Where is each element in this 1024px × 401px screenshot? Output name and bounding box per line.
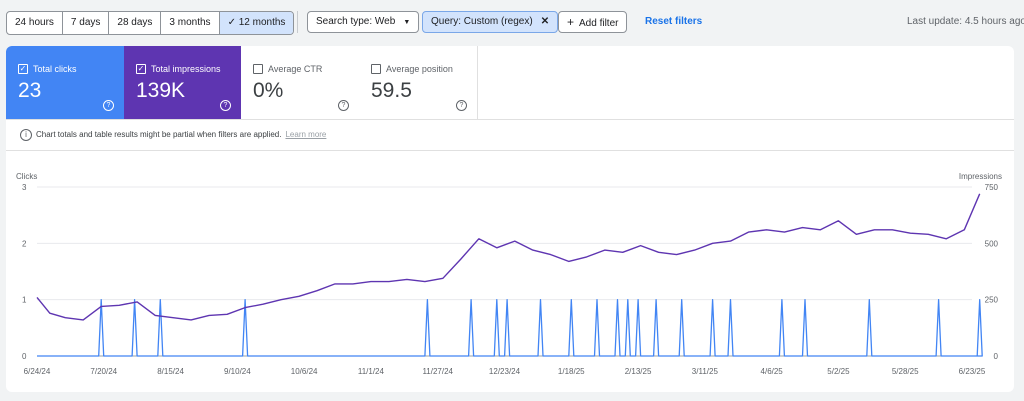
x-tick-label: 12/23/24 xyxy=(489,367,521,376)
caret-down-icon: ▼ xyxy=(403,19,411,26)
x-tick-label: 10/6/24 xyxy=(291,367,318,376)
x-tick-label: 2/13/25 xyxy=(625,367,652,376)
metric-value: 23 xyxy=(18,79,42,102)
right-axis-title: Impressions xyxy=(959,172,1002,181)
help-icon[interactable]: ? xyxy=(220,100,231,111)
x-tick-label: 11/1/24 xyxy=(358,367,385,376)
metric-label-row: Average CTR xyxy=(253,64,322,74)
notice-message: Chart totals and table results might be … xyxy=(36,130,282,139)
info-icon: i xyxy=(20,129,32,141)
partial-results-notice: i Chart totals and table results might b… xyxy=(6,119,1014,151)
last-update-text: Last update: 4.5 hours ago xyxy=(907,16,1024,27)
right-tick-label: 250 xyxy=(985,296,999,305)
metric-total-impressions[interactable]: ✓ Total impressions 139K ? xyxy=(124,46,241,119)
x-tick-label: 5/2/25 xyxy=(827,367,850,376)
x-tick-label: 7/20/24 xyxy=(90,367,117,376)
date-range-selector: 24 hours 7 days 28 days 3 months ✓ 12 mo… xyxy=(6,11,295,35)
x-tick-label: 8/15/24 xyxy=(157,367,184,376)
add-filter-button[interactable]: + Add filter xyxy=(558,11,628,33)
impressions-line xyxy=(36,193,981,321)
toolbar-divider xyxy=(297,11,298,33)
metric-label: Total impressions xyxy=(151,64,221,74)
x-tick-label: 6/23/25 xyxy=(959,367,986,376)
checkbox-checked-icon[interactable]: ✓ xyxy=(136,64,146,74)
right-tick-label: 750 xyxy=(985,183,999,192)
x-tick-label: 1/18/25 xyxy=(558,367,585,376)
metric-label: Total clicks xyxy=(33,64,77,74)
left-axis-title: Clicks xyxy=(16,172,37,181)
query-filter-chip[interactable]: Query: Custom (regex) ✕ xyxy=(422,11,559,33)
range-12-months[interactable]: ✓ 12 months xyxy=(219,12,294,34)
metric-label: Average CTR xyxy=(268,64,323,74)
x-tick-label: 11/27/24 xyxy=(422,367,453,376)
help-icon[interactable]: ? xyxy=(338,100,349,111)
toolbar: 24 hours 7 days 28 days 3 months ✓ 12 mo… xyxy=(0,0,1024,44)
check-icon: ✓ xyxy=(227,17,239,28)
left-tick-label: 2 xyxy=(22,239,27,248)
right-tick-label: 0 xyxy=(994,352,999,361)
performance-chart: 0 1 2 3 0 250 500 750 Clicks Impressions 6/24/24 7/… xyxy=(16,172,1002,376)
metric-label: Average position xyxy=(386,64,453,74)
metric-label-row: ✓ Total clicks xyxy=(18,64,77,74)
query-filter-label: Query: Custom (regex) xyxy=(431,16,533,27)
search-type-label: Search type: Web xyxy=(316,16,396,27)
range-3-months[interactable]: 3 months xyxy=(161,12,220,34)
plus-icon: + xyxy=(567,15,575,29)
close-icon[interactable]: ✕ xyxy=(540,16,550,27)
metric-average-ctr[interactable]: Average CTR 0% ? xyxy=(241,46,360,119)
help-icon[interactable]: ? xyxy=(456,100,467,111)
right-tick-label: 500 xyxy=(985,239,999,248)
x-tick-label: 9/10/24 xyxy=(224,367,251,376)
checkbox-unchecked-icon[interactable] xyxy=(371,64,381,74)
metric-average-position[interactable]: Average position 59.5 ? xyxy=(359,46,478,119)
left-tick-label: 3 xyxy=(22,183,27,192)
add-filter-label: Add filter xyxy=(579,18,619,29)
help-icon[interactable]: ? xyxy=(103,100,114,111)
range-28-days[interactable]: 28 days xyxy=(109,12,162,34)
reset-filters-link[interactable]: Reset filters xyxy=(645,16,703,27)
metric-label-row: Average position xyxy=(371,64,453,74)
left-tick-label: 1 xyxy=(22,296,27,305)
search-type-dropdown[interactable]: Search type: Web ▼ xyxy=(307,11,420,33)
metric-total-clicks[interactable]: ✓ Total clicks 23 ? xyxy=(6,46,124,119)
learn-more-link[interactable]: Learn more xyxy=(285,130,327,139)
range-7-days[interactable]: 7 days xyxy=(63,12,110,34)
range-24-hours[interactable]: 24 hours xyxy=(7,12,63,34)
metric-value: 59.5 xyxy=(371,79,412,102)
metric-value: 0% xyxy=(253,79,284,102)
metric-value: 139K xyxy=(136,79,186,102)
range-12-months-label: 12 months xyxy=(238,17,286,28)
clicks-line xyxy=(37,299,983,357)
notice-text: Chart totals and table results might be … xyxy=(36,130,326,139)
x-tick-label: 3/11/25 xyxy=(692,367,719,376)
x-tick-label: 4/6/25 xyxy=(761,367,784,376)
checkbox-checked-icon[interactable]: ✓ xyxy=(18,64,28,74)
performance-card: ✓ Total clicks 23 ? ✓ Total impressions 13… xyxy=(6,46,1014,392)
checkbox-unchecked-icon[interactable] xyxy=(253,64,263,74)
metric-label-row: ✓ Total impressions xyxy=(136,64,221,74)
x-tick-label: 5/28/25 xyxy=(892,367,919,376)
left-tick-label: 0 xyxy=(22,352,27,361)
x-tick-label: 6/24/24 xyxy=(24,367,51,376)
